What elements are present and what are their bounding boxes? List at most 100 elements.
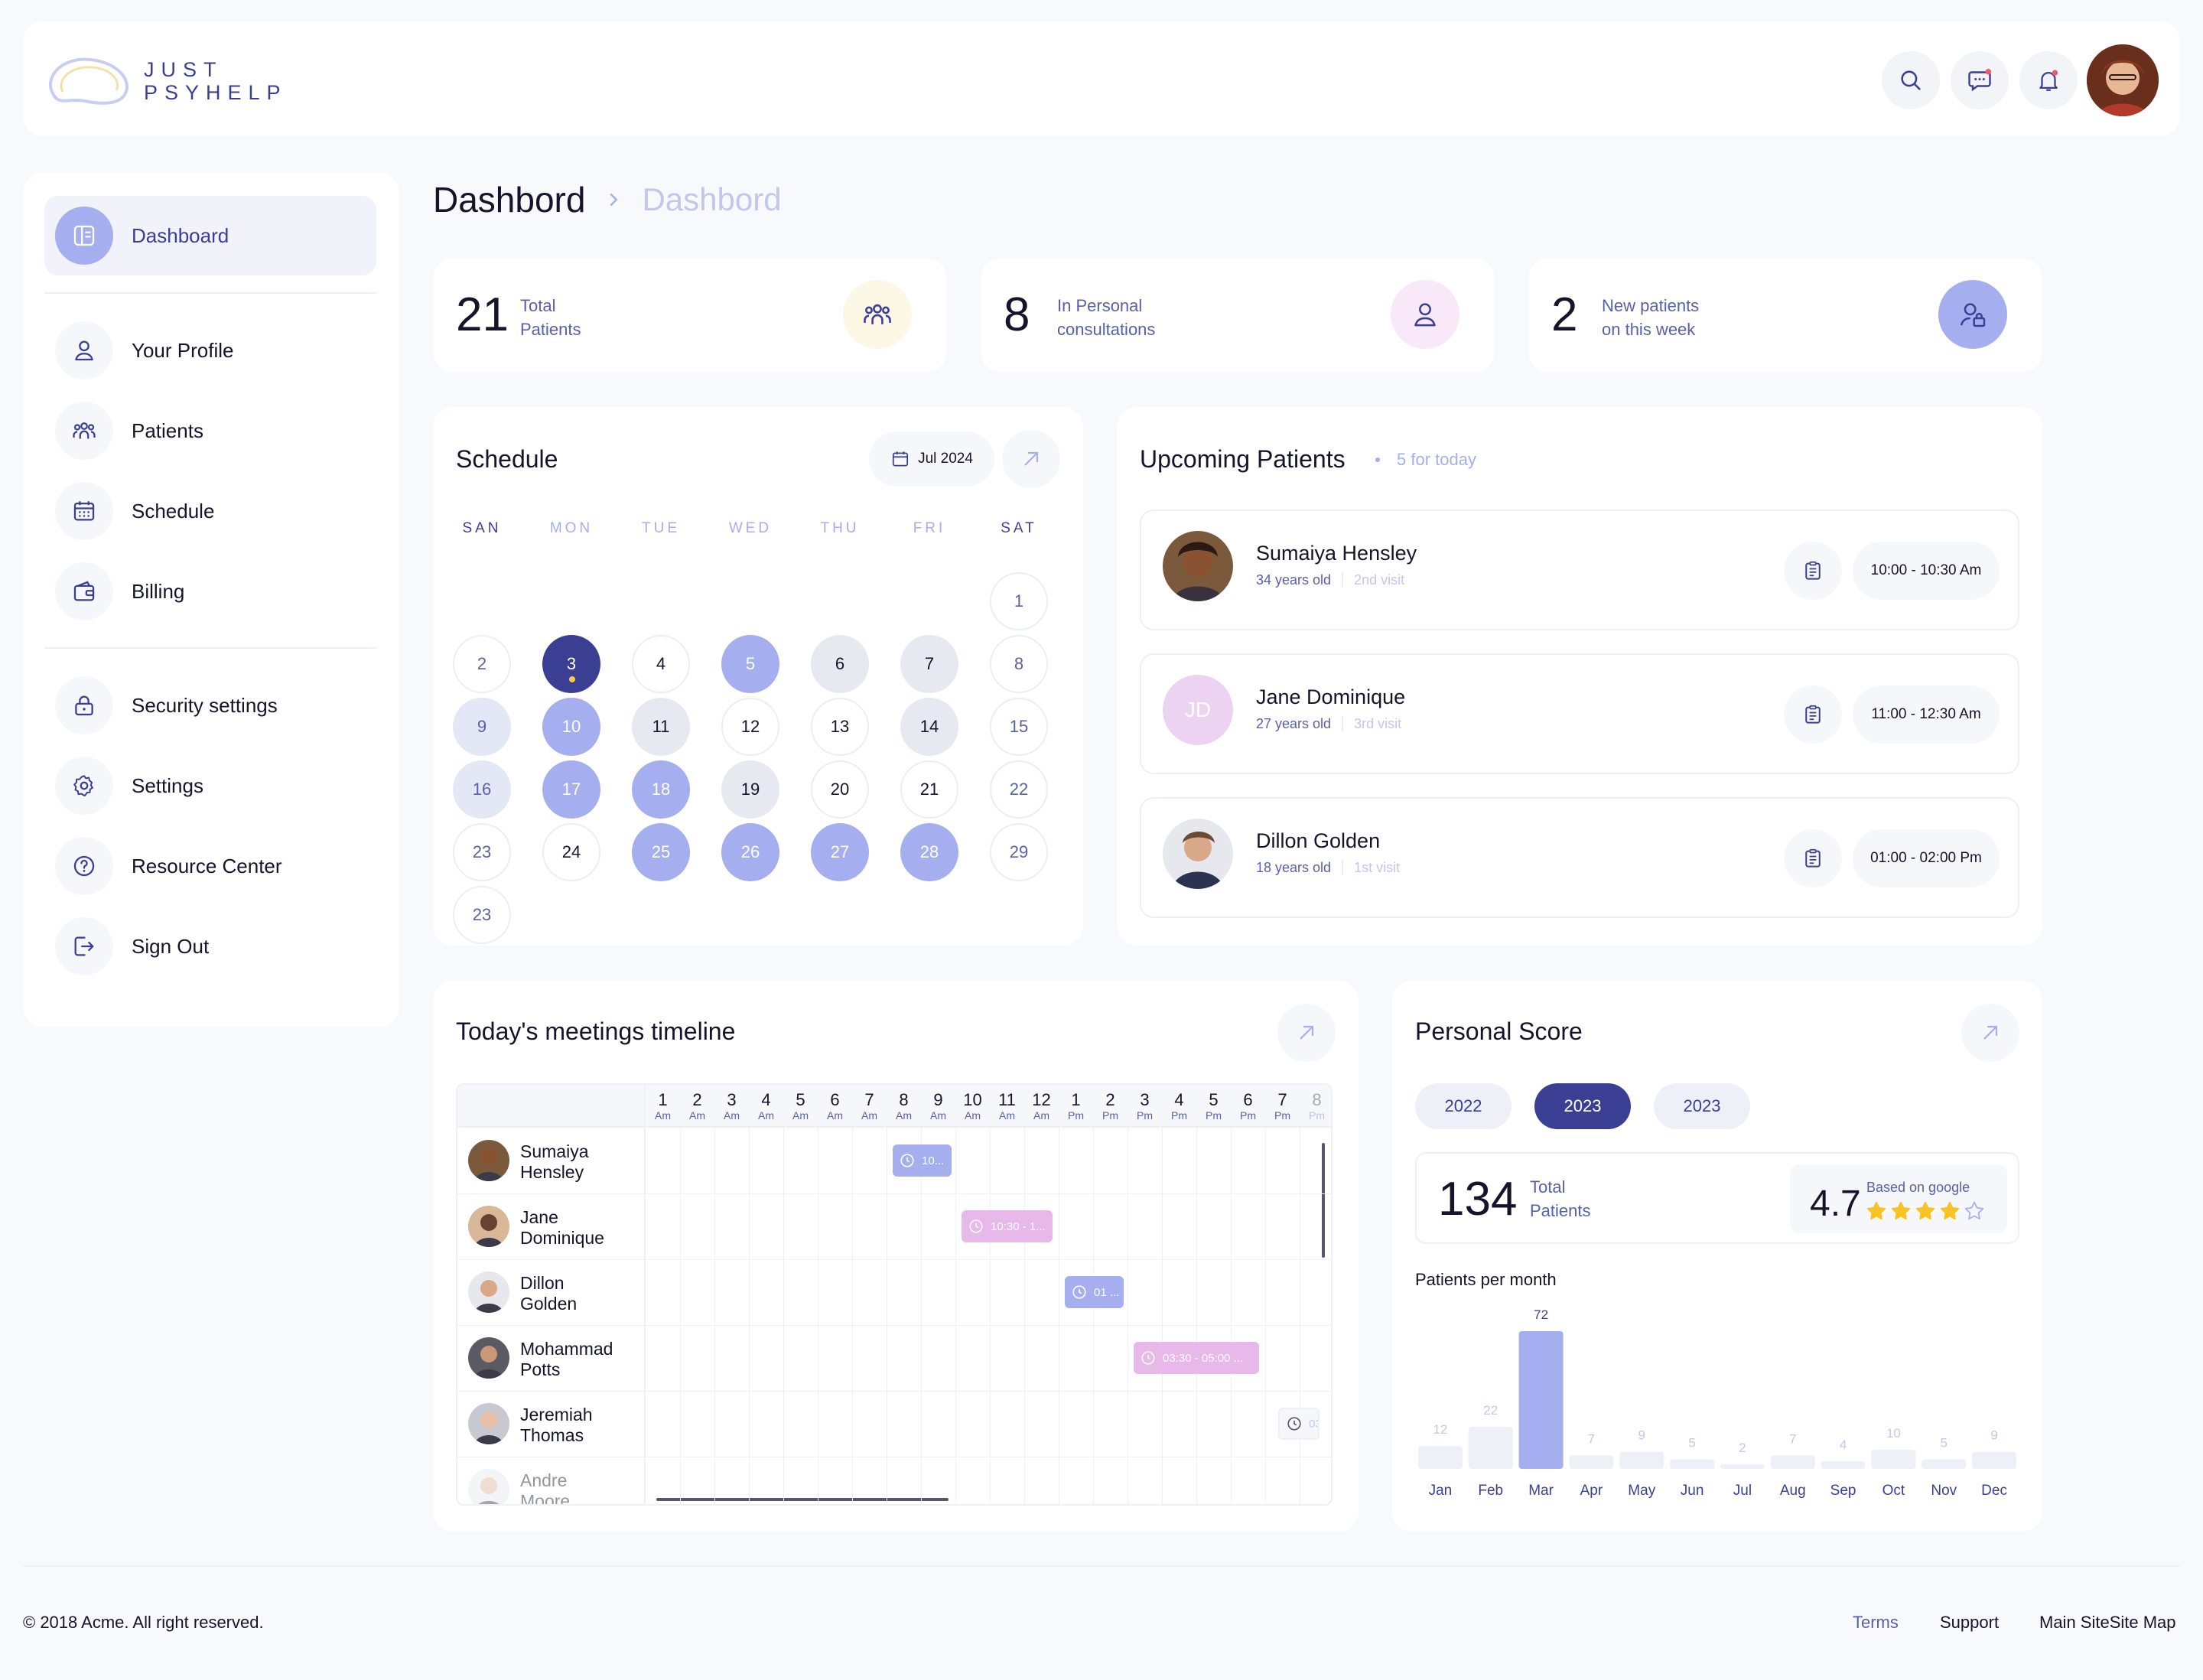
schedule-expand-button[interactable] — [1002, 430, 1060, 488]
timeline-header-row — [457, 1085, 1331, 1128]
calendar-day[interactable]: 23 — [453, 823, 511, 881]
year-tab-2022[interactable]: 2022 — [1415, 1083, 1512, 1129]
calendar-day[interactable]: 10 — [542, 698, 600, 756]
sidebar-item-settings[interactable]: Settings — [32, 755, 376, 816]
meeting-event[interactable]: 03 — [1278, 1408, 1320, 1440]
calendar-day[interactable]: 18 — [632, 760, 690, 819]
year-tab-2023-active[interactable]: 2023 — [1534, 1083, 1631, 1129]
calendar-day[interactable]: 7 — [900, 635, 958, 693]
bar[interactable] — [1619, 1451, 1664, 1470]
sidebar-item-dashboard[interactable]: Dashboard — [44, 196, 376, 275]
user-icon — [75, 340, 93, 361]
meeting-event[interactable]: 01 ... — [1065, 1276, 1124, 1308]
calendar-day[interactable]: 28 — [900, 823, 958, 881]
calendar-day[interactable]: 9 — [453, 698, 511, 756]
sidebar-item-security-settings[interactable]: Security settings — [32, 675, 376, 736]
patient-row[interactable]: JD Jane Dominique 27 years old 3rd visit … — [1140, 653, 2019, 774]
horizontal-scrollbar[interactable] — [656, 1498, 949, 1501]
user-avatar[interactable] — [2087, 44, 2159, 116]
calendar-day[interactable]: 29 — [990, 823, 1048, 881]
bar[interactable] — [1468, 1427, 1513, 1469]
score-expand-button[interactable] — [1961, 1004, 2019, 1062]
brand-line-2: PSYHELP — [144, 81, 288, 104]
bar[interactable] — [1670, 1459, 1715, 1470]
bar-value-label: 2 — [1739, 1441, 1746, 1455]
star-filled-icon — [1915, 1201, 1935, 1220]
clipboard-icon — [1805, 848, 1821, 868]
search-button[interactable] — [1882, 51, 1940, 109]
sidebar-item-sign-out[interactable]: Sign Out — [32, 916, 376, 977]
timeline-expand-button[interactable] — [1277, 1004, 1336, 1062]
calendar-day[interactable]: 23 — [453, 886, 511, 944]
calendar-day[interactable]: 17 — [542, 760, 600, 819]
sidebar-item-label: Your Profile — [132, 338, 234, 362]
calendar-day[interactable]: 3 — [542, 635, 600, 693]
bar-value-label: 12 — [1433, 1422, 1447, 1437]
calendar-day[interactable]: 5 — [721, 635, 779, 693]
search-icon — [1901, 70, 1921, 90]
sidebar-item-resource-center[interactable]: Resource Center — [32, 835, 376, 897]
calendar-day[interactable]: 24 — [542, 823, 600, 881]
calendar-day[interactable]: 19 — [721, 760, 779, 819]
bar-value-label: 4 — [1840, 1437, 1847, 1452]
notes-button[interactable] — [1784, 542, 1842, 600]
year-tab-2023[interactable]: 2023 — [1654, 1083, 1750, 1129]
stat-icon-circle — [1391, 280, 1459, 349]
hour-gridline — [1231, 1128, 1232, 1504]
calendar-day[interactable]: 12 — [721, 698, 779, 756]
bar[interactable] — [1821, 1461, 1866, 1469]
hour-gridline — [921, 1128, 922, 1504]
calendar-day[interactable]: 14 — [900, 698, 958, 756]
breadcrumb-current[interactable]: Dashbord — [642, 181, 782, 217]
notifications-button[interactable] — [2019, 51, 2078, 109]
calendar-day[interactable]: 21 — [900, 760, 958, 819]
bar[interactable] — [1518, 1331, 1564, 1469]
patient-row[interactable]: Dillon Golden 18 years old 1st visit 01:0… — [1140, 797, 2019, 918]
sidebar-item-your-profile[interactable]: Your Profile — [32, 320, 376, 381]
patient-meta: 34 years old 2nd visit — [1256, 572, 1405, 588]
calendar-day[interactable]: 15 — [990, 698, 1048, 756]
bar[interactable] — [1720, 1464, 1765, 1469]
vertical-scrollbar[interactable] — [1322, 1143, 1325, 1258]
sidebar-item-patients[interactable]: Patients — [32, 400, 376, 461]
chat-button[interactable] — [1951, 51, 2009, 109]
calendar-day[interactable]: 25 — [632, 823, 690, 881]
calendar-day[interactable]: 16 — [453, 760, 511, 819]
sidebar-item-schedule[interactable]: Schedule — [32, 480, 376, 542]
chevron-right-icon — [610, 193, 618, 207]
footer-link-sitemap[interactable]: Main SiteSite Map — [2039, 1613, 2176, 1632]
notes-button[interactable] — [1784, 685, 1842, 744]
bar[interactable] — [1871, 1450, 1916, 1469]
calendar-day[interactable]: 6 — [811, 635, 869, 693]
patient-initials: JD — [1184, 698, 1212, 721]
calendar-day[interactable]: 22 — [990, 760, 1048, 819]
clock-icon — [1072, 1285, 1086, 1299]
bar[interactable] — [1417, 1446, 1463, 1469]
timeline-avatar — [468, 1206, 509, 1247]
bar[interactable] — [1972, 1451, 2017, 1470]
calendar-day[interactable]: 20 — [811, 760, 869, 819]
calendar-day[interactable]: 27 — [811, 823, 869, 881]
calendar-day[interactable]: 2 — [453, 635, 511, 693]
calendar-day[interactable]: 4 — [632, 635, 690, 693]
bar[interactable] — [1569, 1455, 1614, 1470]
footer-link-terms[interactable]: Terms — [1853, 1613, 1899, 1632]
upcoming-subtitle: 5 for today — [1397, 450, 1476, 469]
calendar-day[interactable]: 11 — [632, 698, 690, 756]
calendar-day[interactable]: 1 — [990, 572, 1048, 630]
bar[interactable] — [1770, 1455, 1815, 1470]
bar[interactable] — [1922, 1459, 1967, 1470]
notes-button[interactable] — [1784, 829, 1842, 887]
patient-row[interactable]: Sumaiya Hensley 34 years old 2nd visit 10… — [1140, 510, 2019, 630]
timeline-grid[interactable]: 1 Am 2 Am 3 Am 4 Am 5 Am 6 Am 7 Am 8 Am 9 Am 10 Am 11 Am 12 Am 1… — [456, 1083, 1333, 1506]
sidebar-item-billing[interactable]: Billing — [32, 561, 376, 622]
meeting-event[interactable]: 10... — [893, 1144, 952, 1177]
calendar-day[interactable]: 8 — [990, 635, 1048, 693]
meeting-event[interactable]: 10:30 - 1... — [962, 1210, 1053, 1242]
calendar-day[interactable]: 26 — [721, 823, 779, 881]
meeting-event[interactable]: 03:30 - 05:00 ... — [1134, 1342, 1260, 1374]
month-picker[interactable]: Jul 2024 — [869, 431, 994, 487]
brand-logo[interactable]: JUST PSYHELP — [46, 49, 298, 110]
footer-link-support[interactable]: Support — [1940, 1613, 2000, 1632]
calendar-day[interactable]: 13 — [811, 698, 869, 756]
